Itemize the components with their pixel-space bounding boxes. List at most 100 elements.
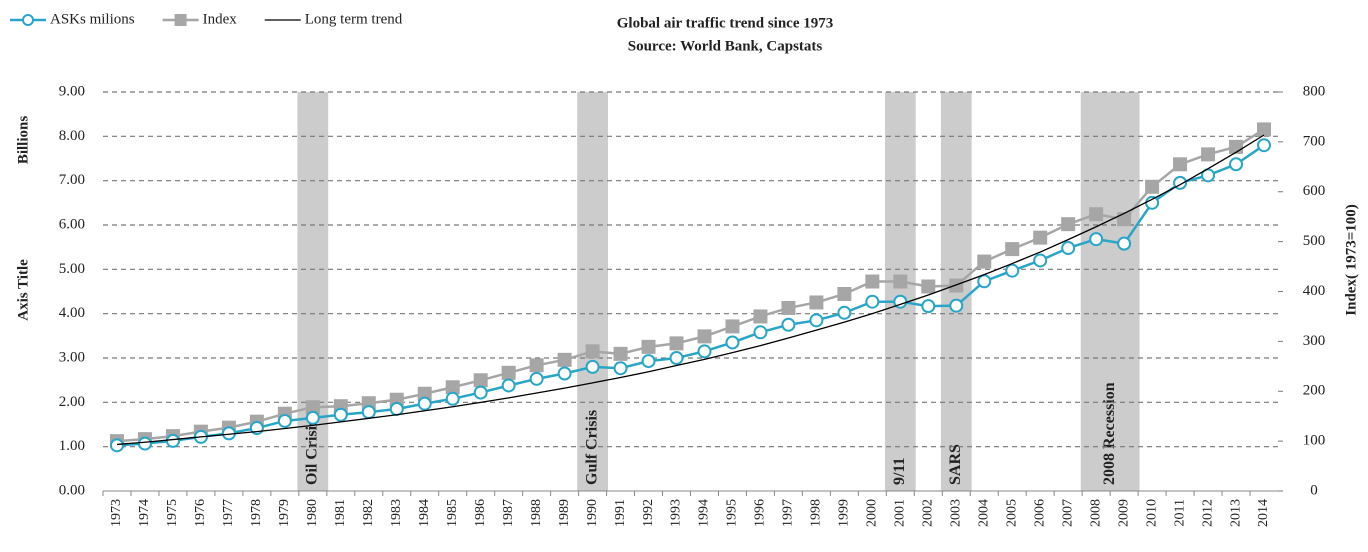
x-tick-label: 1991 (613, 499, 628, 527)
point (473, 385, 488, 400)
event-label: SARS (947, 444, 964, 485)
point (1145, 179, 1160, 194)
point (921, 299, 936, 314)
x-tick-label: 1992 (641, 499, 656, 527)
point (1033, 230, 1048, 245)
x-tick-label: 1975 (165, 499, 180, 527)
y-tick-label: 5.00 (59, 261, 85, 277)
point (305, 400, 320, 415)
point (753, 309, 768, 324)
y-tick-label: 2.00 (59, 394, 85, 410)
x-tick-label: 1989 (557, 499, 572, 527)
x-tick-label: 1996 (753, 499, 768, 527)
x-tick-label: 1995 (725, 499, 740, 527)
point (753, 325, 768, 340)
x-tick-label: 2003 (948, 499, 963, 527)
point (1173, 157, 1188, 172)
y-tick-label: 3.00 (59, 349, 85, 365)
point (697, 329, 712, 344)
point (837, 286, 852, 301)
x-tick-label: 1983 (389, 499, 404, 527)
point (921, 279, 936, 294)
point (809, 295, 824, 310)
point (697, 344, 712, 359)
legend-label: Long term trend (305, 11, 403, 27)
point (557, 352, 572, 367)
y2-tick-label: 300 (1303, 333, 1326, 349)
point (613, 361, 628, 376)
y-axis-title: Axis Title (15, 259, 31, 321)
y2-tick-label: 200 (1303, 383, 1326, 399)
x-tick-label: 1982 (361, 499, 376, 527)
point (333, 407, 348, 422)
point (1089, 207, 1104, 222)
point (781, 317, 796, 332)
point (529, 371, 544, 386)
y-tick-label: 7.00 (59, 172, 85, 188)
point (669, 351, 684, 365)
y-axis-unit: Billions (15, 116, 31, 165)
y-tick-label: 1.00 (59, 438, 85, 454)
y2-tick-label: 700 (1303, 133, 1326, 149)
point (977, 274, 992, 289)
point (669, 336, 684, 351)
y-tick-label: 6.00 (59, 216, 85, 232)
point (837, 305, 852, 320)
event-band (1080, 92, 1140, 491)
x-tick-label: 1988 (529, 499, 544, 527)
event-label: Oil Crisis (303, 420, 320, 485)
chart-subtitle: Source: World Bank, Capstats (628, 38, 823, 54)
point (585, 344, 600, 359)
x-tick-label: 2008 (1088, 499, 1103, 527)
point (1033, 253, 1048, 268)
event-band (577, 92, 608, 491)
point (529, 358, 544, 373)
point (165, 433, 180, 448)
x-tick-label: 2011 (1172, 499, 1187, 526)
x-tick-label: 2009 (1116, 499, 1131, 527)
point (641, 354, 656, 369)
event-label: Gulf Crisis (583, 410, 600, 485)
x-tick-label: 1999 (837, 499, 852, 527)
y2-tick-label: 600 (1303, 183, 1326, 199)
legend-marker (22, 14, 34, 26)
point (501, 365, 516, 380)
x-tick-label: 1987 (501, 499, 516, 527)
point (473, 373, 488, 388)
x-tick-label: 1978 (249, 499, 264, 527)
x-tick-label: 1977 (221, 499, 236, 527)
point (949, 298, 964, 313)
x-tick-label: 2012 (1200, 499, 1215, 527)
x-tick-label: 2004 (976, 499, 991, 527)
point (1061, 217, 1076, 232)
point (1257, 138, 1272, 153)
x-tick-label: 2010 (1144, 499, 1159, 527)
x-tick-label: 2000 (865, 499, 880, 527)
point (1061, 241, 1076, 256)
x-tick-label: 2007 (1060, 499, 1075, 527)
point (1229, 157, 1244, 172)
event-label: 9/11 (891, 457, 908, 485)
x-tick-label: 1979 (277, 499, 292, 527)
x-tick-label: 2001 (893, 499, 908, 527)
x-tick-label: 1994 (697, 499, 712, 527)
point (1005, 263, 1020, 278)
point (417, 386, 432, 401)
point (501, 378, 516, 393)
point (585, 359, 600, 374)
point (865, 274, 880, 289)
legend-label: ASKs milions (50, 11, 135, 27)
point (305, 410, 320, 425)
point (893, 274, 908, 289)
x-tick-label: 1976 (193, 499, 208, 527)
x-tick-label: 1993 (669, 499, 684, 527)
x-tick-label: 1986 (473, 499, 488, 527)
y-tick-label: 8.00 (59, 128, 85, 144)
x-tick-label: 2002 (921, 499, 936, 527)
x-tick-label: 1997 (781, 499, 796, 527)
y2-tick-label: 500 (1303, 233, 1326, 249)
legend-marker (174, 14, 187, 26)
event-band (884, 92, 916, 491)
point (1201, 147, 1216, 162)
